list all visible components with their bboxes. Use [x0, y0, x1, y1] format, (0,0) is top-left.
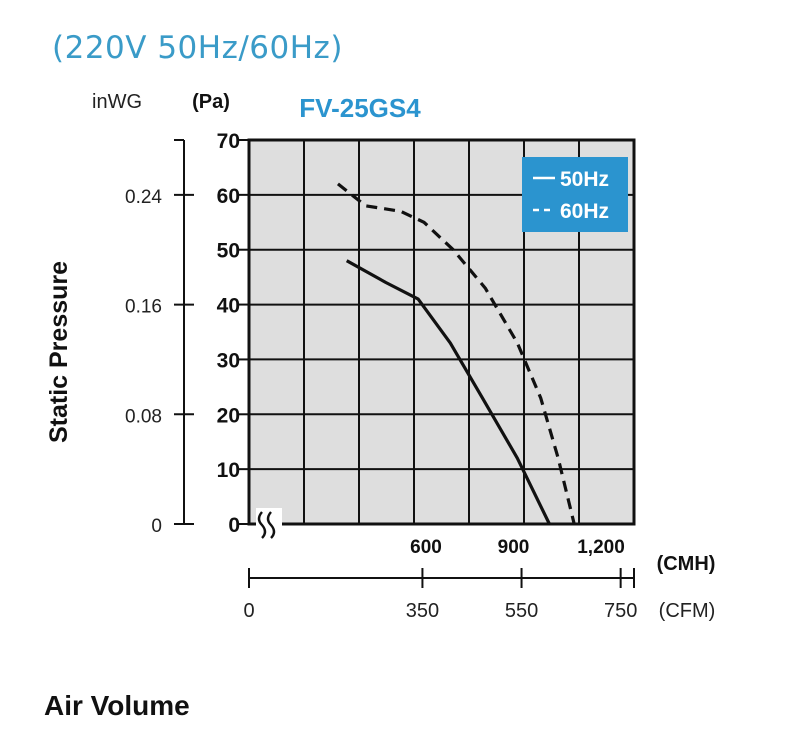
cmh-tick-label: 900	[498, 537, 530, 558]
pa-tick-label: 50	[217, 240, 240, 263]
labels: FV-25GS4 inWG (Pa) 0 10 20 30 40 50 60 70 0 0.08 0.16…	[45, 91, 715, 622]
axis-break-mark	[256, 508, 282, 540]
inwg-tick-label: 0.08	[125, 406, 162, 427]
cfm-tick-label: 750	[604, 600, 637, 622]
legend-label-50hz: 50Hz	[560, 168, 609, 191]
y-unit-pa: (Pa)	[192, 91, 230, 113]
cmh-tick-label: 1,200	[577, 537, 625, 558]
x-axis-label: Air Volume	[44, 690, 190, 721]
inwg-tick-label: 0.24	[125, 187, 162, 208]
operating-condition: (220V 50Hz/60Hz)	[52, 30, 343, 66]
pa-tick-label: 0	[228, 514, 240, 537]
series-line-50hz	[345, 259, 551, 525]
pa-tick-label: 10	[217, 459, 240, 482]
axis-break-stroke	[266, 511, 276, 539]
legend-box	[522, 157, 628, 232]
curves	[336, 182, 576, 525]
chart-title: FV-25GS4	[299, 93, 421, 123]
cfm-tick-label: 350	[406, 600, 439, 622]
inwg-tick-label: 0.16	[125, 297, 162, 318]
pa-tick-label: 60	[217, 185, 240, 208]
axis-break-stroke	[257, 511, 267, 539]
plot-frame	[247, 138, 636, 526]
pa-tick-label: 70	[217, 130, 240, 153]
cfm-tick-label: 550	[505, 600, 538, 622]
pa-tick-label: 40	[217, 295, 240, 318]
pa-tick-label: 30	[217, 349, 240, 372]
inwg-tick-label: 0	[151, 516, 162, 537]
legend-label-60hz: 60Hz	[560, 200, 609, 223]
x-unit-cmh: (CMH)	[657, 553, 716, 575]
x-unit-cfm: (CFM)	[659, 600, 716, 622]
cmh-tick-label: 600	[410, 537, 442, 558]
axes	[174, 139, 635, 588]
y-axis-label: Static Pressure	[45, 261, 73, 443]
y-unit-inwg: inWG	[92, 91, 142, 113]
legend: 50Hz 60Hz	[522, 157, 628, 232]
cfm-tick-label: 0	[243, 600, 254, 622]
pa-tick-label: 20	[217, 404, 240, 427]
